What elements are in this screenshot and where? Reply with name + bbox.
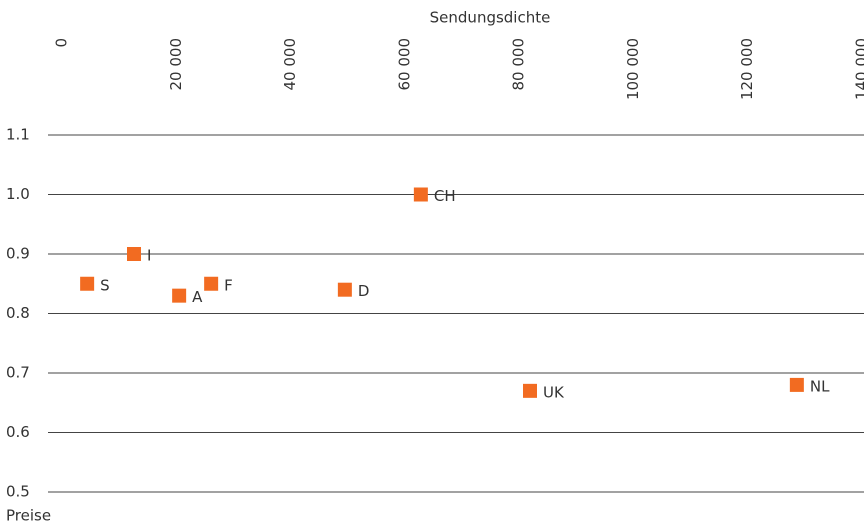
y-tick-label: 0.7 [6,364,30,382]
point [337,282,352,297]
x-tick-label: 80 000 [510,38,528,91]
y-tick-label: 0.9 [6,245,30,263]
x-axis-title: Sendungsdichte [430,9,551,27]
point [127,247,141,261]
point [789,377,804,392]
y-axis-title: Preise [6,507,51,525]
point-label: UK [543,383,565,401]
point-label: NL [810,377,830,395]
point [172,288,187,303]
y-tick-label: 0.6 [6,423,30,441]
x-tick-label: 0 [53,38,71,48]
y-tick-label: 1.1 [6,126,30,144]
point-label: I [147,247,151,265]
point [80,276,95,291]
x-tick-label: 40 000 [281,38,299,91]
point-label: D [358,282,370,300]
x-tick-label: 60 000 [395,38,413,91]
point-label: S [100,276,110,294]
x-tick-label: 120 000 [738,38,756,100]
x-tick-label: 20 000 [167,38,185,91]
x-tick-label: 100 000 [624,38,642,100]
point-label: A [192,288,203,306]
point-label: F [224,276,233,294]
point [523,383,537,398]
point-label: CH [434,187,456,205]
y-tick-label: 1.0 [6,185,30,203]
y-tick-label: 0.5 [6,483,30,501]
point [413,187,428,202]
x-tick-label: 140 000 [853,38,864,100]
y-tick-label: 0.8 [6,304,30,322]
point [204,276,219,291]
